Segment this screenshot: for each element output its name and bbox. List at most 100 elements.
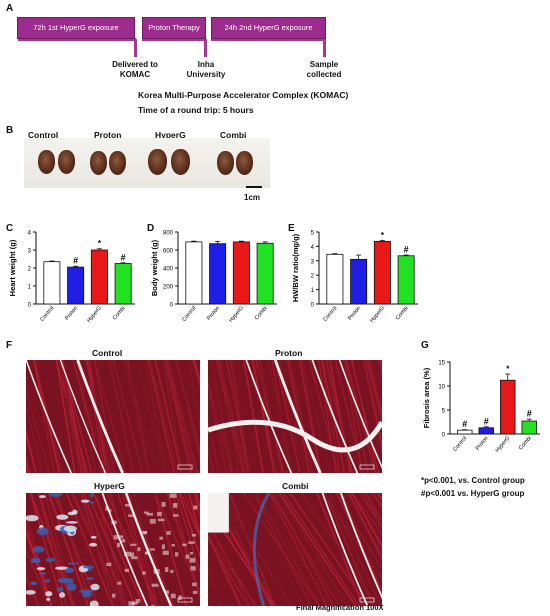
interstitial-gap (338, 360, 382, 470)
collagen-fibrosis (86, 577, 95, 580)
cross-section-gap (169, 493, 177, 498)
myocyte-fiber (269, 493, 341, 606)
cross-section-gap (132, 602, 138, 605)
interstitial-gap (273, 360, 322, 473)
group-label-control: Control (28, 130, 59, 140)
myocyte-fiber (26, 388, 50, 473)
interstitial-gap (101, 493, 149, 606)
collagen-fibrosis (30, 557, 41, 564)
heart-image (90, 151, 107, 175)
myocyte-fiber (26, 455, 30, 473)
bar-control (457, 429, 473, 435)
collagen-fibrosis (32, 546, 45, 553)
bar-proton (478, 427, 494, 435)
myocyte-fiber (371, 493, 382, 509)
panel-letter-e: E (288, 223, 295, 234)
collagen-fibrosis (46, 597, 51, 601)
heart-image (171, 149, 190, 175)
myocyte-fiber (357, 493, 382, 529)
legend-control-significance: *p<0.001, vs. Control group (421, 476, 525, 485)
collagen-fibrosis (72, 509, 78, 515)
x-tick-label: HyperG (228, 305, 245, 323)
myocyte-fiber (208, 443, 215, 473)
cross-section-gap (149, 519, 156, 524)
interstitial-gap (340, 493, 382, 600)
myocyte-fiber (26, 403, 43, 473)
arrow-inha (204, 39, 207, 57)
y-axis-label: Fibrosis area (%) (422, 367, 431, 428)
y-tick-label: 4 (28, 231, 32, 237)
timeline-box-proton-therapy: Proton Therapy (142, 17, 206, 39)
myocyte-fiber (210, 360, 231, 473)
bar-hyperg (90, 249, 108, 305)
y-tick-label: 1 (28, 285, 32, 291)
cross-section-gap (193, 505, 198, 510)
myocyte-fiber (117, 493, 155, 606)
significance-marker: * (506, 365, 510, 374)
cross-section-gap (172, 514, 179, 517)
collagen-fibrosis (90, 536, 97, 539)
micro-scale-bar (359, 597, 375, 603)
bar-hyperg (500, 379, 516, 435)
y-tick-label: 3 (311, 259, 315, 265)
bar-combi (114, 263, 132, 305)
cross-section-gap (161, 544, 165, 550)
panel-letter-c: C (6, 223, 14, 234)
body-weight-chart: 0 200 400 600 800 Body weight (g) Control Proto… (150, 231, 277, 324)
cross-section-gap (170, 593, 176, 599)
arrow-delivered (134, 39, 137, 57)
x-tick-label: Combi (112, 305, 127, 321)
bar-proton (67, 266, 85, 305)
myocyte-fiber (374, 360, 382, 394)
cross-section-gap (117, 542, 121, 548)
y-tick-label: 5 (311, 231, 315, 237)
cross-section-gap (113, 535, 120, 540)
myocyte-fiber (77, 493, 116, 606)
myocyte-fiber (44, 493, 75, 606)
myocyte-fiber (193, 493, 200, 520)
cross-section-gap (112, 593, 116, 598)
cross-section-gap (107, 509, 112, 513)
collagen-fibrosis (36, 527, 49, 536)
group-label-proton: Proton (94, 130, 122, 140)
significance-marker: # (404, 245, 409, 255)
bar-combi (521, 420, 537, 435)
myocyte-fiber (274, 360, 301, 473)
histology-combi (208, 493, 382, 606)
bar-hyperg (373, 240, 391, 305)
y-axis-label: Body weight (g) (150, 239, 159, 296)
micro-title-proton: Proton (275, 348, 303, 358)
myocyte-fiber (87, 493, 140, 606)
panel-letter-f: F (6, 340, 13, 351)
collagen-fibrosis (252, 493, 271, 606)
myocyte-fiber (242, 360, 265, 473)
y-tick-label: 800 (163, 231, 174, 237)
timeline-segment-2 (142, 38, 206, 41)
cross-section-gap (174, 552, 179, 557)
bar-combi (397, 255, 415, 305)
micro-title-control: Control (92, 348, 123, 358)
myocyte-fiber (153, 493, 200, 595)
collagen-fibrosis (89, 542, 98, 547)
y-tick-label: 2 (28, 267, 32, 273)
collagen-fibrosis (30, 581, 38, 586)
x-tick-label: Proton (475, 435, 490, 451)
myocyte-fiber (208, 421, 220, 473)
myocyte-fiber (188, 360, 200, 430)
x-tick-label: HyperG (369, 305, 386, 323)
heart-image (38, 150, 55, 174)
y-tick-label: 5 (442, 409, 446, 415)
myocyte-fiber (288, 493, 370, 606)
interstitial-gap (59, 360, 107, 473)
collagen-fibrosis (36, 567, 46, 571)
myocyte-fiber (268, 493, 328, 606)
heart-image (148, 149, 167, 175)
myocyte-fiber (267, 360, 293, 473)
myocyte-fiber (133, 493, 165, 606)
micro-title-hyperg: HyperG (94, 481, 125, 491)
collagen-fibrosis (59, 592, 66, 598)
heart-image (236, 151, 253, 175)
myocyte-fiber (301, 360, 322, 473)
myocyte-fiber (208, 534, 242, 606)
label-delivered-komac: Delivered to KOMAC (112, 60, 158, 79)
